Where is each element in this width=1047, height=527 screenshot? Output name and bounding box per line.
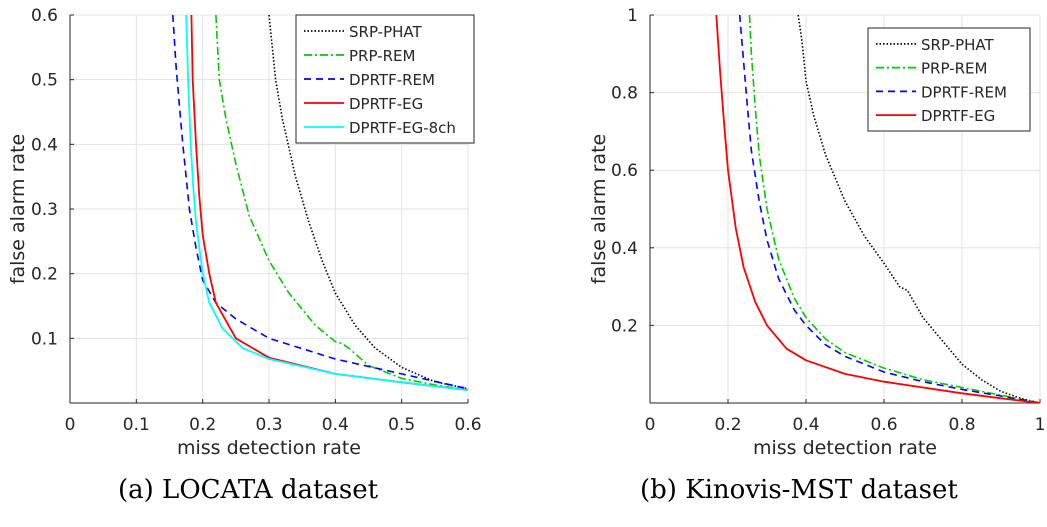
y-tick-label: 0.4 (31, 135, 58, 155)
legend-label: DPRTF-EG (349, 95, 423, 113)
legend-label: DPRTF-EG-8ch (349, 119, 456, 137)
legend-label: DPRTF-REM (921, 83, 1007, 101)
y-axis-label: false alarm rate (588, 134, 610, 284)
legend-label: DPRTF-REM (349, 71, 435, 89)
x-tick-label: 0 (645, 415, 656, 435)
series-group (715, 15, 1040, 403)
y-tick-label: 0.8 (611, 84, 638, 104)
legend-box (295, 14, 475, 144)
x-tick-label: 0.8 (948, 415, 975, 435)
series-line-dprtf-rem (738, 15, 1040, 403)
y-tick-label: 0.6 (611, 161, 638, 181)
legend-label: DPRTF-EG (921, 107, 995, 125)
y-tick-label: 0.1 (31, 329, 58, 349)
y-tick-label: 1 (627, 6, 638, 26)
chart-0: 0 0.1 0.2 0.3 0.4 0.5 0.6 0.1 0.2 0.3 0.4 0.5 0.6 mis… (7, 6, 482, 459)
x-tick-label: 1 (1035, 415, 1046, 435)
y-tick-label: 0.4 (611, 239, 638, 259)
series-line-prp-rem (215, 15, 468, 391)
y-tick-label: 0.5 (31, 71, 58, 91)
x-tick-label: 0.6 (870, 415, 897, 435)
legend-label: SRP-PHAT (921, 36, 994, 54)
x-tick-label: 0.1 (123, 415, 150, 435)
chart-1: 0 0.2 0.4 0.6 0.8 1 0.2 0.4 0.6 0.8 1 miss detectio… (588, 6, 1045, 459)
legend-label: PRP-REM (349, 47, 415, 65)
series-line-dprtf-rem (172, 15, 468, 390)
caption-b: (b) Kinovis-MST dataset (640, 475, 958, 505)
legend: SRP-PHAT PRP-REM DPRTF-REM DPRTF-EG (867, 27, 1031, 132)
x-axis-label: miss detection rate (753, 437, 937, 459)
x-tick-label: 0.2 (714, 415, 741, 435)
x-tick-label: 0.2 (189, 415, 216, 435)
series-line-dprtf-eg (715, 15, 1040, 403)
series-line-dprtf-eg-8ch (185, 15, 468, 391)
series-line-prp-rem (748, 15, 1040, 403)
y-tick-label: 0.3 (31, 200, 58, 220)
legend: SRP-PHAT PRP-REM DPRTF-REM DPRTF-EG DPRTF-EG… (295, 14, 475, 144)
x-tick-label: 0.4 (792, 415, 819, 435)
y-tick-label: 0.2 (31, 265, 58, 285)
y-tick-label: 0.6 (31, 6, 58, 26)
y-axis-label: false alarm rate (7, 134, 29, 284)
legend-label: PRP-REM (921, 60, 987, 78)
series-line-srp-phat (797, 15, 1040, 403)
x-tick-label: 0.6 (454, 415, 481, 435)
legend-box (867, 27, 1031, 132)
x-tick-label: 0.3 (255, 415, 282, 435)
series-group (172, 15, 468, 391)
caption-a: (a) LOCATA dataset (118, 475, 379, 505)
x-axis-label: miss detection rate (177, 437, 361, 459)
legend-label: SRP-PHAT (349, 23, 422, 41)
series-line-srp-phat (268, 15, 468, 390)
x-tick-label: 0.5 (388, 415, 415, 435)
y-tick-label: 0.2 (611, 316, 638, 336)
x-tick-label: 0 (65, 415, 76, 435)
x-tick-label: 0.4 (322, 415, 349, 435)
